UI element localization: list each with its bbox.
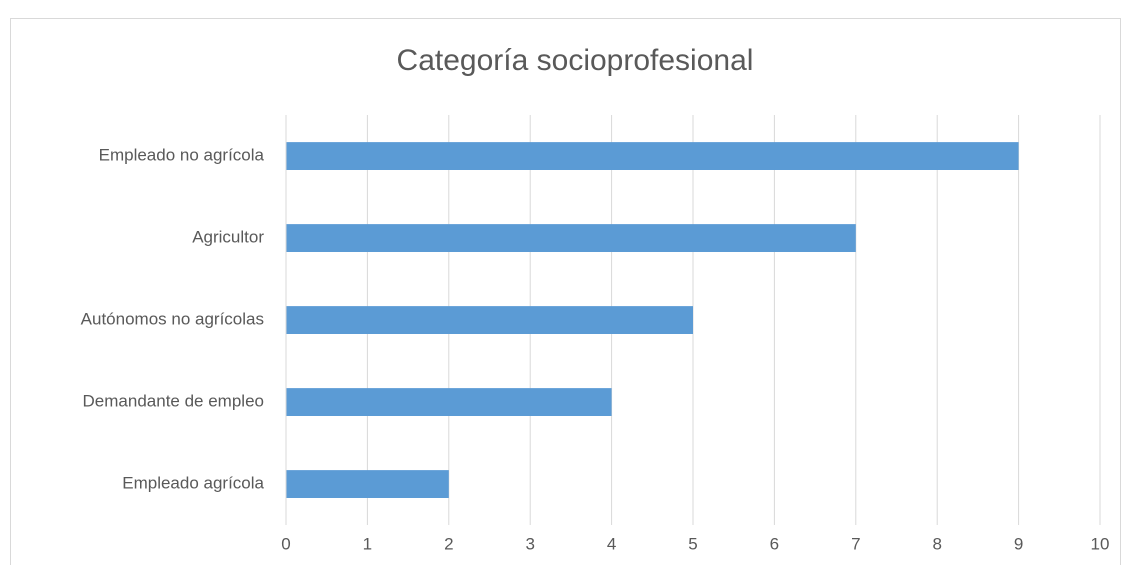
- y-tick-label: Agricultor: [192, 228, 264, 247]
- y-tick-label: Autónomos no agrícolas: [81, 310, 264, 329]
- x-tick-label: 0: [281, 534, 290, 553]
- x-tick-label: 9: [1014, 534, 1023, 553]
- x-tick-label: 10: [1091, 534, 1110, 553]
- x-tick-label: 7: [851, 534, 860, 553]
- x-tick-label: 2: [444, 534, 453, 553]
- y-tick-label: Demandante de empleo: [83, 392, 264, 411]
- bar: [286, 142, 1019, 170]
- bar: [286, 470, 449, 498]
- bar: [286, 388, 612, 416]
- y-tick-label: Empleado agrícola: [122, 474, 264, 493]
- bar: [286, 306, 693, 334]
- x-tick-label: 3: [525, 534, 534, 553]
- x-tick-label: 8: [932, 534, 941, 553]
- x-tick-label: 5: [688, 534, 697, 553]
- chart-border: [10, 18, 1121, 565]
- x-tick-label: 4: [607, 534, 616, 553]
- x-tick-label: 1: [363, 534, 372, 553]
- x-tick-label: 6: [770, 534, 779, 553]
- bar: [286, 224, 856, 252]
- chart-title: Categoría socioprofesional: [397, 44, 754, 77]
- y-tick-label: Empleado no agrícola: [99, 146, 265, 165]
